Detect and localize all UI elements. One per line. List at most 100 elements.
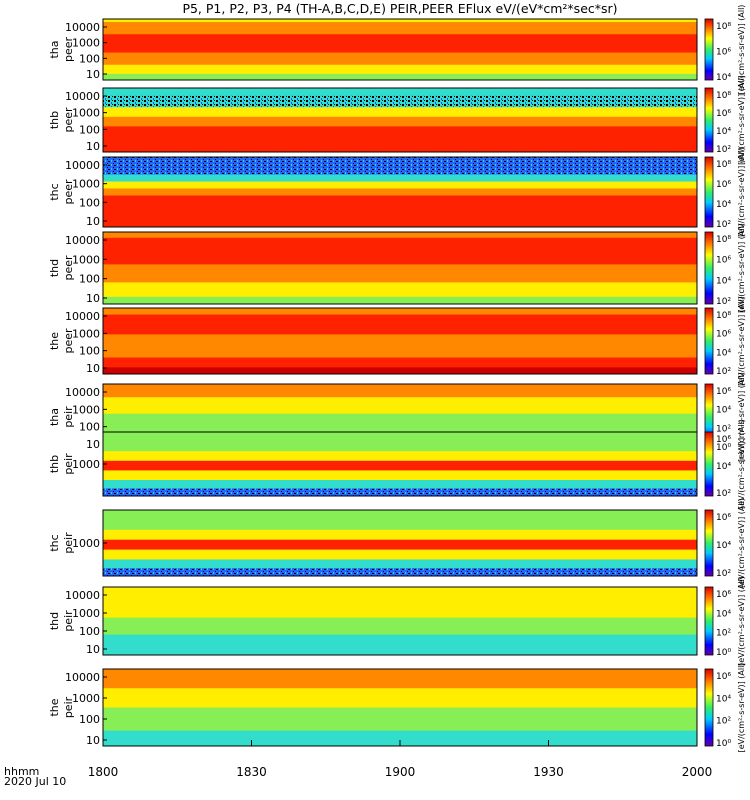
spectrogram-band [103, 195, 697, 228]
colorbar-label: [eV/(cm²-s-sr-eV)] (All) [737, 498, 746, 588]
spectrogram-band [103, 397, 697, 415]
ytick-label: 10000 [65, 310, 100, 323]
colorbar [704, 509, 714, 577]
colorbar-label: [eV/(cm²-s-sr-eV)] (All) [737, 372, 746, 462]
colorbar-tick-label: 10⁰ [716, 648, 731, 658]
panel-thb-peir: 1000 thb peir 10⁶ 10⁴ 10² [eV/(cm²-s-sr-eV)] (… [48, 419, 746, 509]
spectrogram-band [103, 308, 697, 316]
colorbar-label: [eV/(cm²-s-sr-eV)] (All) [737, 147, 746, 237]
species-label: peir [62, 532, 75, 554]
chart-title: P5, P1, P2, P3, P4 (TH-A,B,C,D,E) PEIR,P… [182, 1, 618, 16]
panel-frame [102, 586, 698, 656]
probe-label: the [48, 332, 61, 350]
xtick-label: 1930 [533, 765, 564, 779]
spectrogram-band [103, 22, 697, 35]
ytick-label: 10000 [65, 90, 100, 103]
panel-thc-peir: 1000 thc peir 10⁶ 10⁴ 10² [eV/(cm²-s-sr-eV)] (… [48, 498, 746, 588]
colorbar-tick-label: 10⁴ [716, 200, 731, 210]
spectrogram-band [103, 314, 697, 335]
colorbar-tick-label: 10² [716, 297, 731, 307]
colorbar-tick-label: 10² [716, 717, 731, 727]
colorbar-tick-label: 10⁸ [716, 235, 731, 245]
spectrogram-band [103, 413, 697, 434]
spectrogram-band [103, 707, 697, 732]
colorbar-tick-label: 10² [716, 145, 731, 155]
ytick-label: 1000 [72, 37, 100, 50]
colorbar-tick-label: 10⁶ [716, 48, 731, 58]
spectrogram-band [103, 64, 697, 75]
species-label: peir [62, 610, 75, 632]
xtick-label: 1900 [385, 765, 416, 779]
species-label: peer [62, 179, 75, 205]
colorbar [704, 156, 714, 228]
colorbar-tick-label: 10⁰ [716, 443, 731, 453]
species-label: peer [62, 107, 75, 133]
spectrogram-band [103, 116, 697, 127]
ytick-label: 10 [86, 643, 100, 656]
panel-tha-peer: 10000 1000 100 10 tha peer 10⁸ 10⁶ 10⁴ [eV/(cm²-s… [48, 5, 746, 95]
spectrogram-band [103, 88, 697, 97]
colorbar [704, 668, 714, 747]
ytick-label: 100 [79, 196, 100, 209]
spectrogram-band [103, 539, 697, 551]
ytick-label: 100 [79, 273, 100, 286]
species-label: peer [62, 328, 75, 354]
probe-label: thb [48, 111, 61, 129]
colorbar-tick-label: 10⁶ [716, 109, 731, 119]
panel-frame [102, 18, 698, 81]
spectrogram-band [103, 587, 697, 602]
spectrogram-band [103, 157, 697, 175]
spectrogram-band [103, 181, 697, 189]
ytick-label: 10 [86, 438, 100, 451]
colorbar [704, 586, 714, 656]
ytick-label: 10000 [65, 234, 100, 247]
spectrogram-band [103, 480, 697, 489]
colorbar-tick-label: 10⁴ [716, 73, 731, 83]
colorbar-tick-label: 10⁶ [716, 180, 731, 190]
probe-label: the [48, 698, 61, 716]
colorbar-tick-label: 10⁶ [716, 330, 731, 340]
colorbar-label: [eV/(cm²-s-sr-eV)] (All) [737, 223, 746, 313]
ytick-label: 1000 [72, 607, 100, 620]
colorbar-label: [eV/(cm²-s-sr-eV)] (All) [737, 5, 746, 95]
spectrogram-band [103, 296, 697, 305]
spectrogram-band [103, 73, 697, 81]
colorbar-tick-label: 10⁶ [716, 513, 731, 523]
spectrogram-band [103, 568, 697, 577]
spectrogram-band [103, 432, 697, 452]
ytick-label: 10000 [65, 159, 100, 172]
ytick-label: 1000 [72, 458, 100, 471]
colorbar-label: [eV/(cm²-s-sr-eV)] (All) [737, 663, 746, 753]
ytick-label: 1000 [72, 107, 100, 120]
xtick-label: 2000 [682, 765, 713, 779]
spectrogram-band [103, 174, 697, 182]
colorbar-tick-label: 10⁴ [716, 462, 731, 472]
time-axis-caption: hhmm 2020 Jul 10 [4, 765, 66, 787]
spectrogram-band [103, 634, 697, 656]
colorbar-tick-label: 10⁶ [716, 256, 731, 266]
colorbar [704, 87, 714, 153]
spectrogram-band [103, 549, 697, 560]
spectrogram-band [103, 264, 697, 283]
panel-thc-peer: 10000 1000 100 10 thc peer 10⁸ 10⁶ 10⁴ 10² [eV/(cm… [48, 147, 746, 237]
colorbar-tick-label: 10² [716, 489, 731, 499]
ytick-label: 10000 [65, 21, 100, 34]
ytick-label: 1000 [72, 403, 100, 416]
colorbar-tick-label: 10⁴ [716, 541, 731, 551]
panel-frame [102, 231, 698, 305]
ytick-label: 10 [86, 215, 100, 228]
panel-frame [102, 307, 698, 375]
panel-thd-peer: 10000 1000 100 10 thd peer 10⁸ 10⁶ 10⁴ 10² [eV/(cm… [48, 223, 746, 313]
time-unit-label: hhmm [4, 765, 40, 778]
ytick-label: 1000 [72, 178, 100, 191]
probe-label: thd [48, 259, 61, 277]
species-label: peer [62, 255, 75, 281]
probe-label: thc [48, 183, 61, 200]
colorbar-tick-label: 10⁶ [716, 672, 731, 682]
ytick-label: 100 [79, 625, 100, 638]
spectrogram-band [103, 600, 697, 619]
ytick-label: 10000 [65, 386, 100, 399]
ytick-label: 10 [86, 68, 100, 81]
ytick-label: 100 [79, 345, 100, 358]
